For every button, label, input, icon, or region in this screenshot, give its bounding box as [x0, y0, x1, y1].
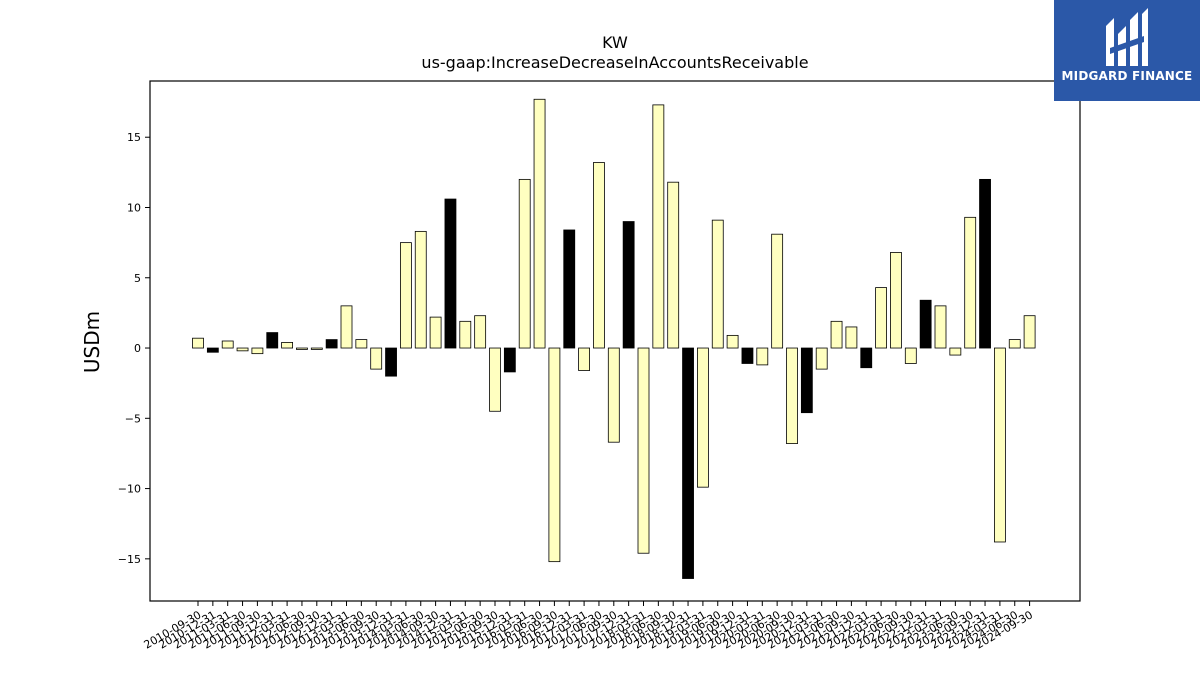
bar-2012-09-30 [310, 347, 323, 350]
bar-2016-03-31 [518, 178, 531, 349]
y-axis: −15 −10 −5 0 5 10 15 [118, 131, 150, 566]
bar-2023-03-31 [934, 305, 947, 349]
bar-2018-09-30 [667, 181, 680, 349]
bar-2022-12-31 [919, 299, 932, 349]
bar-2022-09-30 [904, 347, 917, 364]
y-tick-label: −10 [118, 483, 141, 496]
bar-2021-06-30 [830, 320, 843, 349]
bar-2024-06-30 [1008, 339, 1021, 349]
bar-2022-03-31 [875, 287, 887, 349]
y-axis-label: USDm [80, 311, 104, 373]
plot-frame [149, 80, 1081, 602]
bar-2019-12-31 [741, 347, 754, 364]
bar-2017-06-30 [593, 162, 605, 349]
bar-2012-06-30 [296, 347, 308, 350]
bar-2015-09-30 [489, 347, 501, 412]
bars-group [192, 98, 1036, 579]
chart-title: KW [602, 33, 628, 52]
bar-2013-06-30 [355, 339, 368, 349]
bar-2020-12-31 [800, 347, 813, 414]
chart-subtitle: us-gaap:IncreaseDecreaseInAccountsReceiv… [421, 53, 808, 72]
bar-2011-03-31 [221, 340, 234, 349]
bar-2015-03-31 [459, 320, 472, 349]
y-tick-label: 15 [127, 131, 141, 144]
bar-2011-12-31 [266, 332, 279, 349]
bar-2024-09-30 [1023, 315, 1036, 349]
bar-2012-03-31 [281, 342, 294, 349]
bar-2021-03-31 [815, 347, 828, 370]
midgard-logo-mark-icon [1106, 8, 1148, 66]
bar-2023-12-31 [979, 178, 991, 349]
bar-2014-03-31 [399, 242, 412, 349]
bar-2018-12-31 [682, 347, 694, 579]
bar-2015-06-30 [474, 315, 487, 349]
bar-2017-09-30 [607, 347, 620, 443]
bar-2019-06-30 [711, 219, 724, 349]
bar-2010-09-30 [192, 337, 204, 349]
bar-2012-12-31 [325, 339, 338, 349]
y-tick-label: 5 [134, 272, 141, 285]
bar-2020-06-30 [771, 233, 784, 349]
x-axis: 2010-09-302010-12-312011-03-312011-06-30… [142, 601, 1035, 652]
bar-2014-06-30 [414, 230, 427, 349]
bar-2018-03-31 [637, 347, 650, 554]
bar-2014-12-31 [444, 198, 457, 349]
bar-2019-03-31 [697, 347, 709, 488]
bar-2022-06-30 [890, 252, 902, 349]
bar-2010-12-31 [206, 347, 219, 353]
y-tick-label: −5 [125, 412, 141, 425]
bar-2015-12-31 [503, 347, 516, 373]
bar-2014-09-30 [429, 316, 442, 349]
bar-2016-09-30 [548, 347, 561, 563]
bar-2019-09-30 [726, 334, 739, 349]
bar-2011-09-30 [251, 347, 264, 355]
y-tick-label: −15 [118, 553, 141, 566]
bar-2017-12-31 [622, 221, 635, 349]
bar-2023-06-30 [949, 347, 962, 356]
bar-2021-09-30 [845, 326, 858, 349]
bar-2020-03-31 [756, 347, 769, 366]
logo-text: MIDGARD FINANCE [1061, 69, 1193, 83]
midgard-finance-logo: MIDGARD FINANCE [1054, 0, 1200, 101]
bar-2024-03-31 [994, 347, 1006, 543]
bar-2021-12-31 [860, 347, 873, 369]
bar-2016-06-30 [533, 98, 546, 349]
bar-2013-09-30 [370, 347, 383, 370]
bar-2020-09-30 [786, 347, 798, 444]
bar-2013-12-31 [385, 347, 397, 377]
y-tick-label: 0 [134, 342, 141, 355]
bar-2013-03-31 [340, 305, 353, 349]
bar-2011-06-30 [236, 347, 249, 352]
y-tick-label: 10 [127, 201, 141, 214]
bar-2018-06-30 [652, 104, 665, 349]
bar-2017-03-31 [578, 347, 590, 371]
bar-2016-12-31 [563, 229, 576, 349]
bar-2023-09-30 [964, 216, 977, 349]
